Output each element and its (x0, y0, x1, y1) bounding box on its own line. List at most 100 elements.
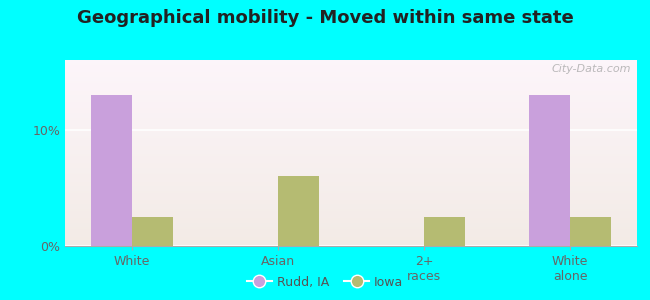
Bar (65, 158, 637, 159)
Bar (65, 88, 637, 89)
Bar (65, 237, 637, 238)
Bar (65, 238, 637, 239)
Bar (65, 113, 637, 114)
Bar (65, 170, 637, 171)
Bar (65, 77, 637, 78)
Bar (65, 197, 637, 198)
Bar (65, 60, 637, 61)
Bar (65, 159, 637, 160)
Bar (65, 223, 637, 224)
Bar (65, 133, 637, 134)
Bar (65, 111, 637, 112)
Bar (65, 153, 637, 154)
Bar (65, 73, 637, 74)
Bar (65, 86, 637, 87)
Bar (65, 221, 637, 222)
Bar (278, 176, 319, 246)
Bar (65, 208, 637, 209)
Bar (65, 180, 637, 181)
Bar (65, 79, 637, 80)
Bar (65, 72, 637, 73)
Bar (65, 87, 637, 88)
Bar (65, 94, 637, 95)
Bar (65, 177, 637, 178)
Bar (65, 225, 637, 226)
Bar (65, 217, 637, 218)
Bar (65, 176, 637, 177)
Bar (65, 156, 637, 157)
Bar (65, 166, 637, 167)
Bar (65, 243, 637, 244)
Bar (65, 143, 637, 144)
Bar (65, 178, 637, 179)
Bar (65, 233, 637, 234)
Bar (65, 115, 637, 116)
Bar (65, 216, 637, 217)
Bar (65, 231, 637, 232)
Bar (65, 167, 637, 168)
Bar (65, 219, 637, 220)
Bar (570, 217, 611, 246)
Bar (65, 162, 637, 163)
Bar (65, 97, 637, 98)
Bar (65, 242, 637, 243)
Bar (65, 220, 637, 221)
Bar (65, 74, 637, 75)
Bar (65, 62, 637, 63)
Bar (65, 144, 637, 145)
Bar (65, 196, 637, 197)
Bar (65, 103, 637, 104)
Bar (65, 238, 637, 239)
Bar (65, 66, 637, 67)
Bar (65, 168, 637, 169)
Bar (65, 215, 637, 216)
Bar (65, 107, 637, 108)
Bar (65, 222, 637, 223)
Bar (65, 99, 637, 100)
Bar (65, 241, 637, 242)
Bar (65, 129, 637, 130)
Bar (65, 112, 637, 113)
Bar (65, 229, 637, 230)
Bar (65, 184, 637, 185)
Bar (65, 130, 637, 131)
Bar (65, 160, 637, 161)
Bar (65, 64, 637, 66)
Bar (65, 187, 637, 188)
Bar (65, 200, 637, 201)
Bar (65, 235, 637, 236)
Bar (65, 124, 637, 125)
Bar (65, 174, 637, 175)
Bar (65, 182, 637, 183)
Bar (65, 160, 637, 161)
Bar (65, 122, 637, 123)
Bar (65, 161, 637, 162)
Bar (65, 157, 637, 158)
Bar (65, 239, 637, 240)
Bar (132, 217, 173, 246)
Bar (65, 68, 637, 69)
Bar (65, 146, 637, 147)
Bar (65, 185, 637, 187)
Bar (65, 154, 637, 155)
Bar (65, 119, 637, 120)
Bar (65, 212, 637, 214)
Bar (65, 189, 637, 190)
Bar (65, 163, 637, 164)
Bar (65, 211, 637, 212)
Bar (65, 164, 637, 165)
Text: City-Data.com: City-Data.com (552, 64, 631, 74)
Bar (65, 204, 637, 205)
Bar (65, 134, 637, 135)
Bar (65, 100, 637, 101)
Bar (65, 205, 637, 206)
Bar (65, 234, 637, 235)
Bar (424, 217, 465, 246)
Bar (65, 171, 637, 172)
Bar (65, 141, 637, 142)
Text: Geographical mobility - Moved within same state: Geographical mobility - Moved within sam… (77, 9, 573, 27)
Bar (65, 210, 637, 211)
Bar (65, 101, 637, 102)
Bar (65, 193, 637, 194)
Bar (65, 128, 637, 129)
